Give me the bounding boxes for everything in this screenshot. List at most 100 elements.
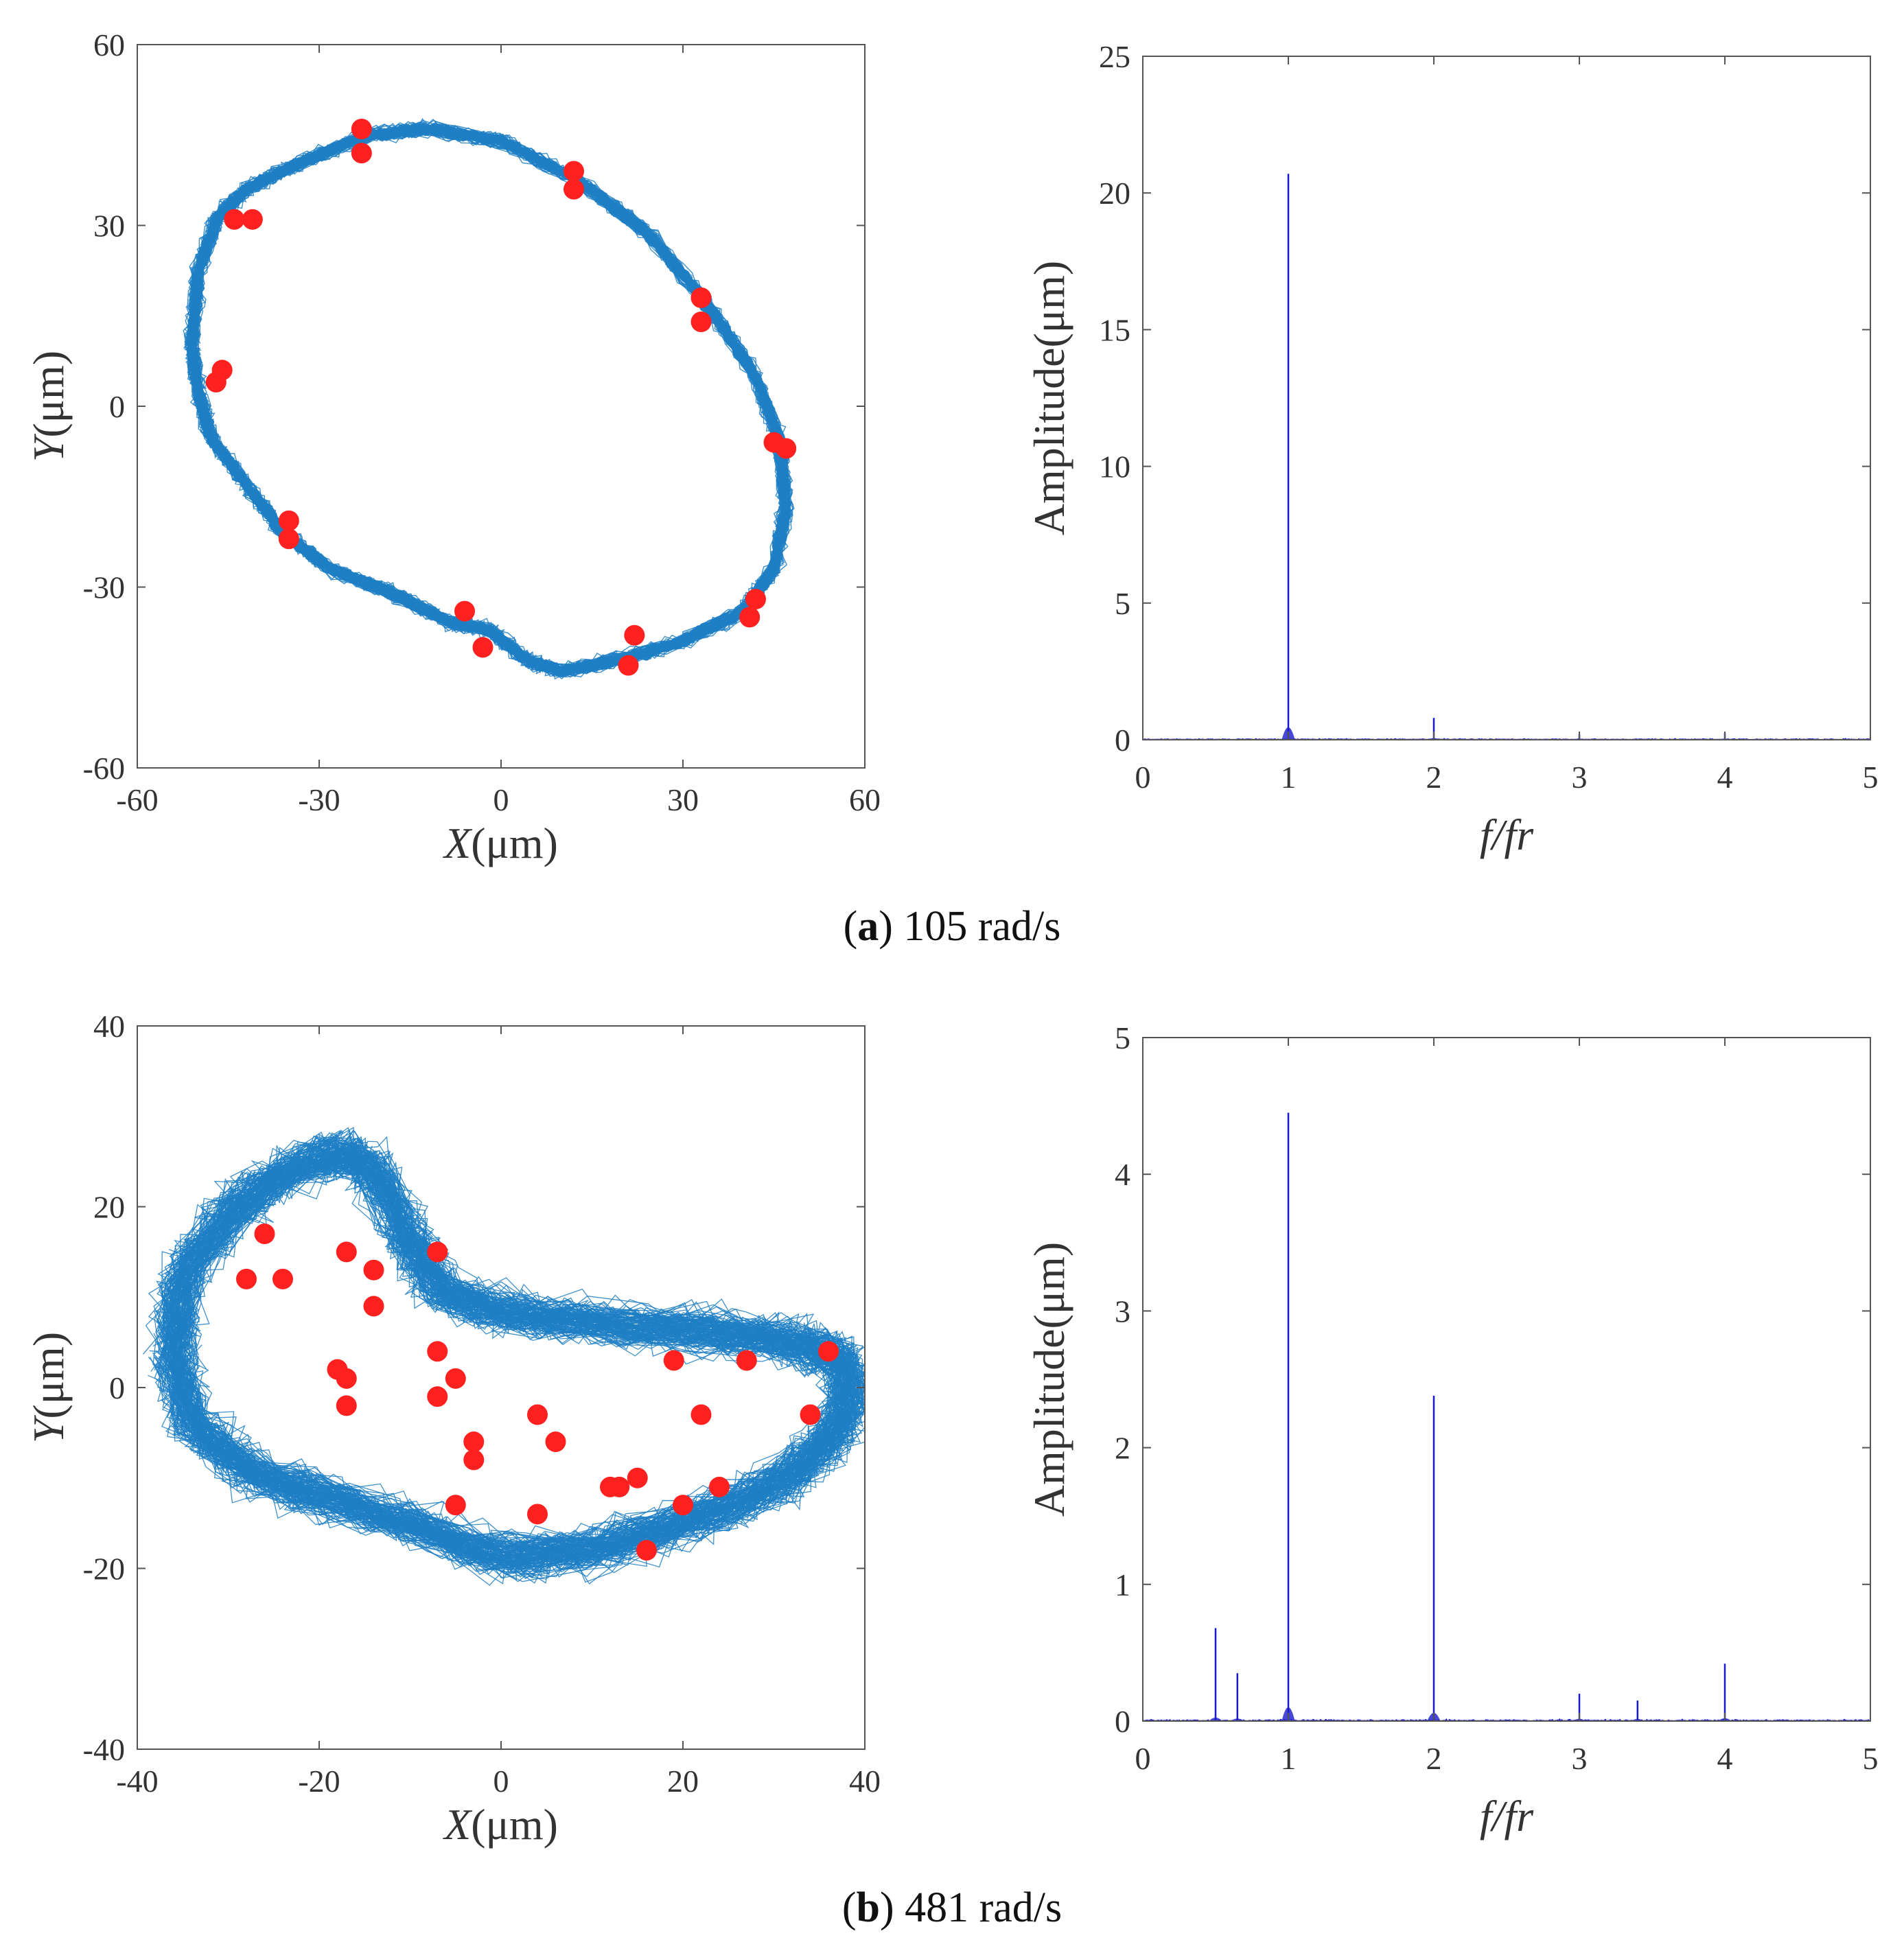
orbit-trace	[185, 124, 790, 670]
poincare-point	[454, 600, 475, 622]
orbit-trace	[187, 128, 790, 673]
y-axis-label: Amplitude(μm)	[1025, 1242, 1073, 1517]
orbit-trace	[183, 127, 789, 674]
orbit-trace	[185, 126, 785, 671]
x-tick-label: 2	[1426, 760, 1442, 795]
poincare-point	[609, 1476, 630, 1497]
orbit-trace	[189, 130, 789, 677]
orbit-trace	[188, 125, 786, 678]
caption-b: (b) 481 rad/s	[842, 1884, 1062, 1931]
y-tick-label: 5	[1115, 1020, 1130, 1055]
x-tick-label: 0	[1135, 1741, 1151, 1776]
x-axis-label: f/fr	[1480, 810, 1534, 859]
poincare-point	[564, 161, 584, 182]
orbit-trace	[187, 132, 791, 675]
plot-frame	[137, 1025, 866, 1750]
x-tick-label: 4	[1717, 760, 1733, 795]
y-axis-label: Y(μm)	[24, 351, 73, 462]
poincare-points	[236, 1224, 839, 1561]
orbit-trace	[187, 124, 794, 670]
orbit-trace	[185, 128, 789, 677]
orbit-trace	[189, 126, 789, 670]
y-tick-label: 1	[1115, 1567, 1130, 1602]
orbit-trace	[190, 130, 788, 673]
y-tick-label: 30	[93, 209, 125, 244]
chart-a-orbit: -60 -30 0 30 60 -60 -30 0 30 60 X(μm) Y(μm)	[24, 27, 881, 867]
orbit-trace	[187, 125, 789, 672]
poincare-point	[445, 1368, 466, 1389]
orbit-trace	[185, 121, 792, 672]
poincare-point	[745, 589, 766, 610]
x-tick-label: -30	[298, 782, 340, 817]
poincare-point	[564, 178, 584, 200]
orbit-trace	[188, 127, 787, 675]
orbit-trace	[145, 1142, 854, 1568]
orbit-trace	[188, 119, 787, 671]
poincare-point	[673, 1495, 693, 1516]
orbit-trace	[187, 124, 793, 675]
orbit-trace	[187, 123, 791, 676]
orbit-trace	[186, 123, 790, 677]
orbit-trace	[191, 126, 785, 675]
orbit-trace	[188, 128, 795, 673]
orbit-trace	[187, 127, 790, 674]
orbit-trace	[150, 1162, 865, 1563]
orbit-trace	[187, 121, 793, 670]
orbit-trace	[187, 123, 791, 673]
orbit-trace	[187, 128, 791, 675]
orbit-trace	[188, 125, 789, 675]
poincare-point	[776, 438, 797, 459]
orbit-trace	[187, 123, 790, 672]
orbit-trace	[187, 124, 789, 678]
orbit-trace	[188, 128, 793, 680]
orbit-trace	[187, 125, 792, 675]
y-tick-label: 0	[1115, 723, 1130, 758]
x-tick-label: 4	[1717, 1741, 1733, 1776]
poincare-point	[463, 1431, 485, 1453]
orbit-trace	[187, 129, 789, 677]
y-tick-label: 20	[93, 1190, 125, 1225]
orbit-trace	[163, 1137, 865, 1561]
orbit-trace	[189, 124, 789, 676]
orbit-trace	[190, 121, 788, 671]
poincare-point	[427, 1241, 448, 1263]
orbit-trace	[189, 125, 791, 675]
orbit-trace	[188, 129, 789, 678]
poincare-point	[254, 1224, 275, 1245]
orbit-trace	[189, 125, 788, 677]
orbit-trace	[187, 126, 789, 675]
orbit-trace	[183, 130, 789, 675]
y-tick-label: 5	[1115, 586, 1130, 621]
poincare-points	[205, 118, 797, 676]
x-tick-label: 20	[667, 1764, 699, 1799]
orbit-trace	[186, 126, 790, 675]
orbit-trace	[178, 1155, 865, 1578]
x-tick-label: 0	[494, 1764, 509, 1799]
orbit-trace	[189, 125, 790, 671]
orbit-trace	[185, 124, 789, 675]
orbit-trace	[190, 129, 793, 670]
y-tick-label: 0	[109, 1370, 125, 1405]
orbit-trace	[189, 127, 787, 675]
poincare-point	[818, 1341, 839, 1362]
orbit-trace	[191, 126, 789, 676]
poincare-point	[242, 209, 263, 230]
orbit-trace	[167, 1127, 865, 1569]
orbit-trace	[185, 128, 784, 675]
orbit-traces	[142, 1127, 865, 1586]
tick-labels: -40 -20 0 20 40 -40 -20 0 20 40	[83, 1009, 881, 1799]
orbit-trace	[189, 124, 788, 675]
orbit-trace	[187, 125, 793, 668]
orbit-trace	[186, 127, 788, 675]
x-tick-label: 1	[1281, 760, 1297, 795]
x-tick-label: 0	[1135, 760, 1151, 795]
orbit-trace	[191, 124, 787, 673]
orbit-trace	[186, 127, 794, 673]
orbit-trace	[189, 126, 789, 673]
orbit-trace	[186, 127, 788, 675]
orbit-trace	[191, 123, 789, 674]
orbit-trace	[186, 128, 789, 675]
y-tick-label: 3	[1115, 1294, 1130, 1329]
orbit-trace	[185, 124, 789, 673]
